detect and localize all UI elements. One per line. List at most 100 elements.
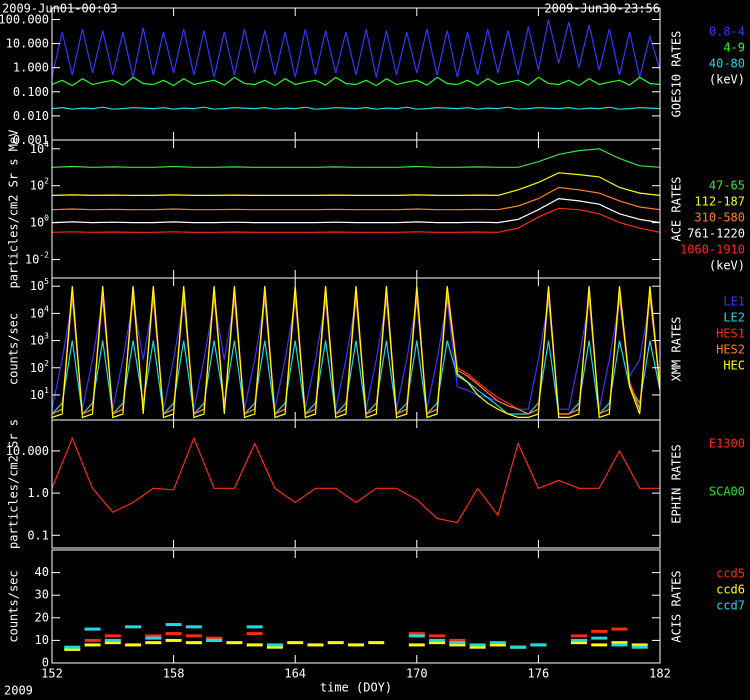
- point: [449, 643, 466, 647]
- x-axis-label: time (DOY): [320, 681, 392, 695]
- legend-entry: 1060-1910: [680, 243, 745, 257]
- legend-entry: SCA00: [709, 485, 745, 499]
- point: [287, 641, 304, 645]
- y-tick-label: 102: [30, 358, 49, 374]
- y-axis-label: particles/cm2 Sr s MeV: [7, 130, 21, 289]
- y-tick-label: 101: [30, 385, 49, 401]
- point: [631, 643, 648, 647]
- legend-entry: HEC: [723, 359, 745, 373]
- legend-entry: E1300: [709, 437, 745, 451]
- point: [64, 645, 81, 649]
- point: [226, 641, 243, 645]
- y-tick-label: 0.001: [13, 133, 49, 147]
- series-line: [52, 197, 660, 224]
- point: [125, 643, 142, 647]
- y-tick-label: 104: [30, 139, 49, 155]
- y-tick-label: 20: [35, 610, 49, 624]
- y-tick-label: 103: [30, 331, 49, 347]
- point: [266, 645, 283, 649]
- plot-area: [52, 286, 660, 419]
- point: [206, 638, 223, 642]
- point: [246, 643, 263, 647]
- legend-entry: HES2: [716, 343, 745, 357]
- tick-power: 3: [44, 331, 49, 340]
- series-line: [52, 294, 660, 415]
- point: [104, 638, 121, 642]
- y-tick-label: 0.100: [13, 84, 49, 98]
- x-tick-label: 170: [406, 667, 428, 681]
- tick-power: 2: [44, 176, 49, 185]
- point: [266, 643, 283, 647]
- tick-base: 10: [30, 141, 44, 155]
- panel-title: ACIS RATES: [670, 570, 684, 642]
- plot-area: [64, 623, 648, 651]
- point: [246, 625, 263, 629]
- legend-entry: 112-187: [694, 195, 745, 209]
- plot-area: [52, 19, 660, 110]
- y-tick-label: 30: [35, 588, 49, 602]
- point: [84, 627, 101, 631]
- point: [429, 634, 446, 638]
- y-tick-label: 10: [35, 633, 49, 647]
- tick-base: 10.000: [6, 36, 49, 50]
- series-line: [52, 148, 660, 168]
- tick-power: 0: [44, 213, 49, 222]
- series-line: [52, 19, 660, 78]
- x-tick-label: 176: [528, 667, 550, 681]
- tick-base: 0.001: [13, 133, 49, 147]
- tick-base: 0.100: [13, 84, 49, 98]
- point: [489, 643, 506, 647]
- y-tick-label: 100.000: [0, 12, 49, 26]
- point: [104, 641, 121, 645]
- point: [84, 643, 101, 647]
- legend-entry: ccd6: [716, 583, 745, 597]
- series-line: [52, 172, 660, 197]
- point: [611, 643, 628, 647]
- plot-area: [52, 148, 660, 233]
- legend-unit: (keV): [709, 73, 745, 87]
- y-tick-label: 40: [35, 565, 49, 579]
- y-tick-label: 102: [30, 176, 49, 192]
- panel-title: GOES10 RATES: [670, 31, 684, 118]
- tick-base: 10: [30, 178, 44, 192]
- legend-entry: ccd5: [716, 567, 745, 581]
- point: [206, 636, 223, 640]
- tick-power: 5: [44, 277, 49, 286]
- tick-power: 4: [44, 304, 49, 313]
- point: [449, 641, 466, 645]
- point: [125, 625, 142, 629]
- point: [64, 647, 81, 651]
- tick-base: 10.000: [6, 443, 49, 457]
- y-tick-label: 1.000: [13, 60, 49, 74]
- y-tick-label: 0: [42, 656, 49, 670]
- point: [185, 625, 202, 629]
- x-tick-label: 158: [163, 667, 185, 681]
- point: [145, 636, 162, 640]
- y-tick-label: 10.000: [6, 36, 49, 50]
- point: [591, 643, 608, 647]
- point: [185, 641, 202, 645]
- point: [429, 638, 446, 642]
- tick-base: 1.000: [13, 60, 49, 74]
- y-tick-label: 0.1: [27, 528, 49, 542]
- tick-base: 10: [30, 333, 44, 347]
- tick-base: 10: [30, 360, 44, 374]
- point: [611, 627, 628, 631]
- point: [570, 641, 587, 645]
- series-line: [52, 286, 660, 419]
- tick-base: 100.000: [0, 12, 49, 26]
- tick-power: 2: [44, 358, 49, 367]
- tick-base: 0.010: [13, 108, 49, 122]
- point: [591, 636, 608, 640]
- plot-area: [52, 436, 660, 524]
- legend-entry: 47-65: [709, 179, 745, 193]
- point: [348, 643, 364, 647]
- year: 2009: [4, 684, 33, 698]
- point: [307, 643, 324, 647]
- panel-frame: [51, 549, 661, 664]
- y-tick-label: 0.010: [13, 108, 49, 122]
- series-line: [52, 76, 660, 87]
- y-tick-label: 104: [30, 304, 49, 320]
- point: [104, 634, 121, 638]
- legend-entry: 310-580: [694, 211, 745, 225]
